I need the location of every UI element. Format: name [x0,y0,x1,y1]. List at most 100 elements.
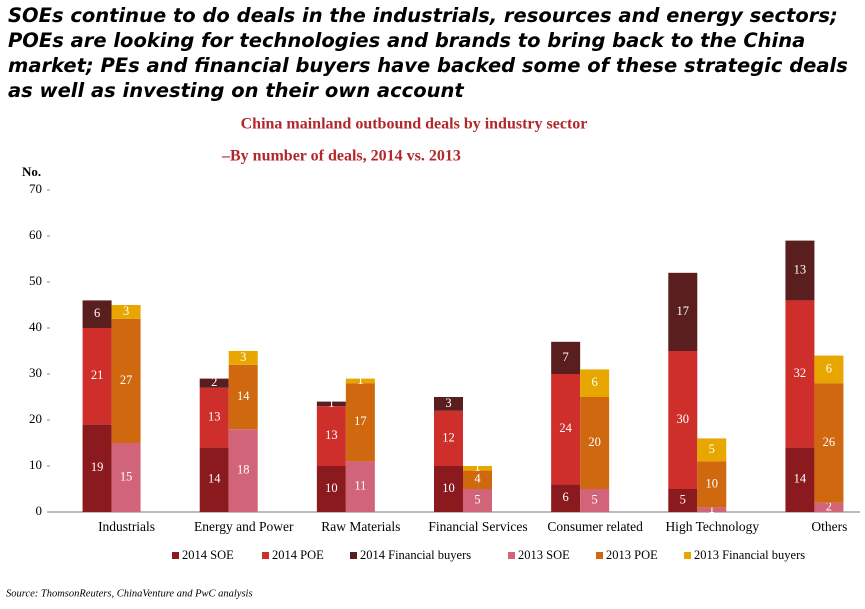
x-tick-label: Others [811,519,847,534]
data-label: 13 [794,262,807,276]
bar-segment [111,318,141,443]
legend-swatch [350,552,357,559]
data-label: 6 [563,490,569,504]
bar-segment [345,461,375,512]
y-tick-label: 30 [29,365,42,380]
x-tick-label: Financial Services [428,519,527,534]
bar-segment [668,272,698,351]
data-label: 2 [211,375,217,389]
bar-segment [785,300,815,448]
legend-label: 2014 POE [272,548,324,562]
data-label: 1 [328,396,334,410]
data-label: 17 [354,414,367,428]
bar-segment [434,410,463,466]
data-label: 19 [91,460,104,474]
data-label: 6 [94,306,100,320]
bar-segment [228,364,258,430]
chart-title: market; PEs and financial buyers have ba… [8,54,848,77]
data-label: 3 [240,350,246,364]
bar-segment [199,387,229,448]
data-label: 4 [474,472,481,486]
bar-segment [82,424,112,512]
data-label: 3 [123,304,129,318]
bar-segment [814,383,844,503]
data-label: 21 [91,368,104,382]
bar-segment [580,489,610,512]
bar-segment [580,397,610,489]
bar-segment [228,351,258,365]
data-label: 2 [826,499,832,513]
bar-segment [345,378,375,384]
data-label: 12 [442,430,455,444]
bar-segment [463,489,492,512]
subtitle-2: –By number of deals, 2014 vs. 2013 [221,148,461,165]
data-label: 7 [563,350,569,364]
data-label: 14 [794,472,807,486]
data-label: 5 [709,442,715,456]
data-label: 13 [325,428,338,442]
legend-label: 2013 Financial buyers [694,548,805,562]
bar-segment [434,466,463,512]
data-label: 5 [592,492,598,506]
subtitle: China mainland outbound deals by industr… [241,116,588,133]
legend-swatch [262,552,269,559]
y-tick-label: 40 [29,319,42,334]
data-label: 3 [445,396,451,410]
legend-label: 2013 POE [606,548,658,562]
data-label: 13 [208,410,221,424]
chart-title: POEs are looking for technologies and br… [8,29,805,52]
bar-segment [82,300,112,328]
bar-segment [814,355,844,384]
bar-segment [82,328,112,425]
legend-swatch [508,552,515,559]
bar-segment [697,438,727,462]
bar-segment [697,461,727,508]
data-label: 10 [706,476,719,490]
bar-segment [814,502,844,512]
bar-segment [316,406,346,466]
bar-segment [668,489,698,512]
bar-segment [580,369,610,397]
legend-swatch [684,552,691,559]
bar-segment [463,470,492,489]
y-axis-label: No. [22,164,41,179]
chart-title: as well as investing on their own accoun… [8,79,464,102]
y-tick-label: 10 [29,457,42,472]
data-label: 5 [474,492,480,506]
bar-segment [345,383,375,462]
legend-swatch [172,552,179,559]
y-tick-label: 20 [29,411,42,426]
bar-segment [316,466,346,512]
legend-label: 2013 SOE [518,548,570,562]
legend-label: 2014 SOE [182,548,234,562]
x-tick-label: High Technology [665,519,759,534]
data-label: 1 [357,373,363,387]
bar-segment [463,466,492,471]
data-label: 5 [680,492,686,506]
bar-segment [668,351,698,489]
bar-segment [434,397,463,411]
bar-segment [697,507,727,512]
data-label: 18 [237,462,250,476]
data-label: 6 [826,361,832,375]
bar-segment [785,447,815,512]
bar-segment [551,341,581,374]
data-label: 1 [474,460,480,474]
data-label: 15 [120,469,133,483]
legend-swatch [596,552,603,559]
y-tick-label: 60 [29,227,42,242]
bar-segment [199,447,229,512]
bar-segment [785,240,815,301]
data-label: 32 [794,366,807,380]
x-tick-label: Consumer related [547,519,643,534]
chart-title: SOEs continue to do deals in the industr… [8,4,838,27]
data-label: 1 [709,502,715,516]
data-label: 14 [237,389,250,403]
bar-segment [228,429,258,512]
bar-segment [199,378,229,388]
data-label: 24 [559,421,572,435]
y-tick-label: 50 [29,273,42,288]
data-label: 26 [823,435,836,449]
data-label: 6 [592,375,598,389]
